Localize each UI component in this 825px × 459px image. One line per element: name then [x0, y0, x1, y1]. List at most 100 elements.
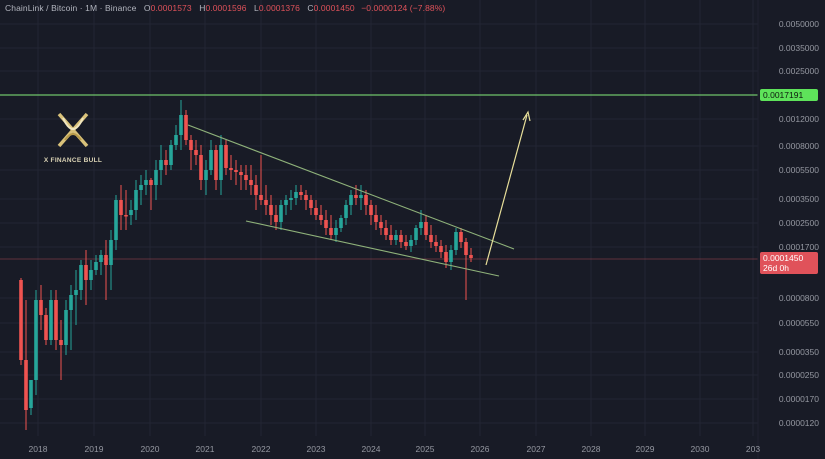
candle — [164, 160, 168, 165]
candle — [414, 228, 418, 240]
time-tick-label: 2027 — [526, 444, 546, 454]
candle — [404, 242, 408, 246]
candle — [269, 205, 273, 215]
candle — [319, 215, 323, 220]
candle — [224, 145, 228, 168]
time-tick-label: 2030 — [690, 444, 710, 454]
candle — [304, 195, 308, 200]
candle — [49, 300, 53, 340]
candle — [194, 150, 198, 155]
candle — [119, 200, 123, 215]
candle — [274, 215, 278, 222]
candle — [214, 150, 218, 180]
candle — [199, 155, 203, 180]
candle — [44, 315, 48, 340]
time-tick-label: 2019 — [84, 444, 104, 454]
candle — [24, 360, 28, 410]
candle — [244, 175, 248, 180]
candle — [249, 180, 253, 185]
candle — [334, 228, 338, 235]
low-value: 0.0001376 — [258, 3, 300, 13]
candle — [139, 185, 143, 190]
price-tick-label: 0.0005500 — [778, 165, 819, 175]
current-price-value: 0.0001450 — [763, 253, 804, 263]
candle — [434, 242, 438, 246]
price-tick-label: 0.0050000 — [778, 19, 819, 29]
price-tick-label: 0.0035000 — [778, 43, 819, 53]
x-finance-bull-logo-icon — [57, 112, 89, 148]
price-tick-label: 0.0000550 — [778, 318, 819, 328]
candle — [154, 170, 158, 185]
candle — [374, 215, 378, 222]
price-tick-label: 0.0001700 — [778, 242, 819, 252]
price-tick-label: 0.0000250 — [778, 370, 819, 380]
close-value: 0.0001450 — [313, 3, 355, 13]
watermark: X FINANCE BULL — [33, 110, 113, 164]
candle — [469, 255, 473, 258]
candle — [309, 200, 313, 208]
candle — [384, 228, 388, 235]
candle — [79, 265, 83, 290]
time-tick-label: 2026 — [470, 444, 490, 454]
price-tick-label: 0.0012000 — [778, 114, 819, 124]
candle — [114, 200, 118, 240]
price-tick-label: 0.0000120 — [778, 418, 819, 428]
candle — [379, 222, 383, 228]
price-tick-label: 0.0000350 — [778, 347, 819, 357]
candle — [19, 280, 23, 360]
time-tick-label: 2023 — [306, 444, 326, 454]
candle — [409, 240, 413, 246]
open-value: 0.0001573 — [150, 3, 192, 13]
symbol-title: ChainLink / Bitcoin · 1M · Binance — [5, 3, 137, 13]
candle — [204, 170, 208, 180]
candle — [419, 222, 423, 228]
price-tick-label: 0.0025000 — [778, 66, 819, 76]
current-price-tag: 0.0001450 26d 0h — [760, 252, 818, 274]
time-tick-label: 2024 — [361, 444, 381, 454]
candle — [439, 246, 443, 252]
candle — [209, 150, 213, 170]
candle — [189, 140, 193, 150]
price-tick-label: 0.0000800 — [778, 293, 819, 303]
time-tick-label: 2022 — [251, 444, 271, 454]
candle — [359, 195, 363, 198]
wedge-lower-trendline[interactable] — [245, 220, 500, 277]
projection-arrow[interactable] — [485, 110, 531, 266]
candle — [354, 195, 358, 198]
candle — [39, 300, 43, 315]
price-tick-label: 0.0002500 — [778, 218, 819, 228]
watermark-text: X FINANCE BULL — [43, 157, 103, 164]
candle — [234, 170, 238, 172]
candle — [364, 195, 368, 205]
candle — [89, 270, 93, 280]
time-tick-label: 2029 — [635, 444, 655, 454]
grid-lines — [0, 0, 758, 436]
bar-countdown: 26d 0h — [763, 263, 789, 273]
candle — [104, 255, 108, 265]
candle — [99, 255, 103, 262]
candle — [64, 310, 68, 345]
price-tick-label: 0.0003500 — [778, 194, 819, 204]
candle — [394, 235, 398, 240]
wedge-upper-trendline[interactable] — [187, 124, 515, 250]
candle — [179, 115, 183, 135]
candle — [459, 232, 463, 242]
candle — [74, 290, 78, 295]
candle — [444, 252, 448, 262]
time-tick-label: 2020 — [140, 444, 160, 454]
time-tick-label: 2025 — [415, 444, 435, 454]
candle — [124, 215, 128, 217]
candle — [129, 210, 133, 215]
candle — [264, 200, 268, 205]
candle — [279, 205, 283, 222]
candle — [349, 195, 353, 205]
candle — [344, 205, 348, 218]
candle — [399, 235, 403, 242]
candle — [94, 262, 98, 270]
candle — [314, 208, 318, 215]
candle — [299, 192, 303, 195]
candle — [144, 180, 148, 185]
candle — [429, 235, 433, 242]
candle — [454, 232, 458, 250]
